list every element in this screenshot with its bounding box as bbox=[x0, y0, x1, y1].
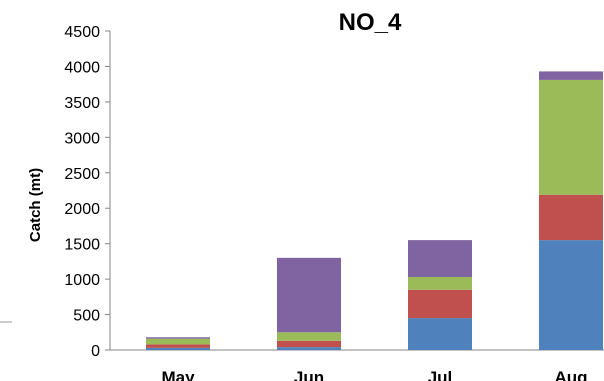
bar-segment-may-1 bbox=[146, 347, 210, 350]
x-axis-labels: May Jun Jul Aug bbox=[161, 368, 587, 381]
y-tick-label: 2500 bbox=[64, 166, 100, 183]
bar-segment-may-4 bbox=[146, 337, 210, 339]
y-axis-title: Catch (mt) bbox=[27, 168, 44, 242]
chart-title: NO_4 bbox=[339, 9, 402, 36]
x-tick-label: Aug bbox=[554, 368, 587, 381]
y-tick-label: 1000 bbox=[64, 272, 100, 289]
bar-segment-jun-1 bbox=[277, 347, 341, 350]
bars-group bbox=[146, 71, 603, 350]
y-tick-label: 4500 bbox=[64, 24, 100, 41]
bar-segment-jun-2 bbox=[277, 340, 341, 348]
bar-segment-jul-3 bbox=[408, 276, 472, 290]
x-tick-label: Jul bbox=[428, 368, 453, 381]
bar-segment-jul-1 bbox=[408, 318, 472, 350]
bar-segment-jun-3 bbox=[277, 332, 341, 341]
y-tick-label: 3000 bbox=[64, 130, 100, 147]
bar-segment-may-3 bbox=[146, 338, 210, 345]
bar-segment-aug-1 bbox=[539, 240, 603, 350]
y-tick-label: 4000 bbox=[64, 59, 100, 76]
bar-segment-jul-2 bbox=[408, 289, 472, 319]
y-tick-label: 2000 bbox=[64, 201, 100, 218]
y-axis-ticks: 0 500 1000 1500 2000 2500 3000 3500 4000 4500 bbox=[64, 24, 110, 360]
bar-segment-aug-4 bbox=[539, 71, 603, 80]
y-tick-label: 0 bbox=[91, 343, 100, 360]
bar-segment-jul-4 bbox=[408, 240, 472, 277]
bar-segment-jun-4 bbox=[277, 257, 341, 333]
bar-segment-aug-2 bbox=[539, 194, 603, 241]
y-tick-label: 3500 bbox=[64, 95, 100, 112]
y-tick-label: 1500 bbox=[64, 237, 100, 254]
x-tick-label: Jun bbox=[294, 368, 324, 381]
x-tick-label: May bbox=[161, 368, 195, 381]
bar-segment-may-2 bbox=[146, 344, 210, 348]
bar-segment-aug-3 bbox=[539, 79, 603, 195]
y-tick-label: 500 bbox=[73, 308, 100, 325]
